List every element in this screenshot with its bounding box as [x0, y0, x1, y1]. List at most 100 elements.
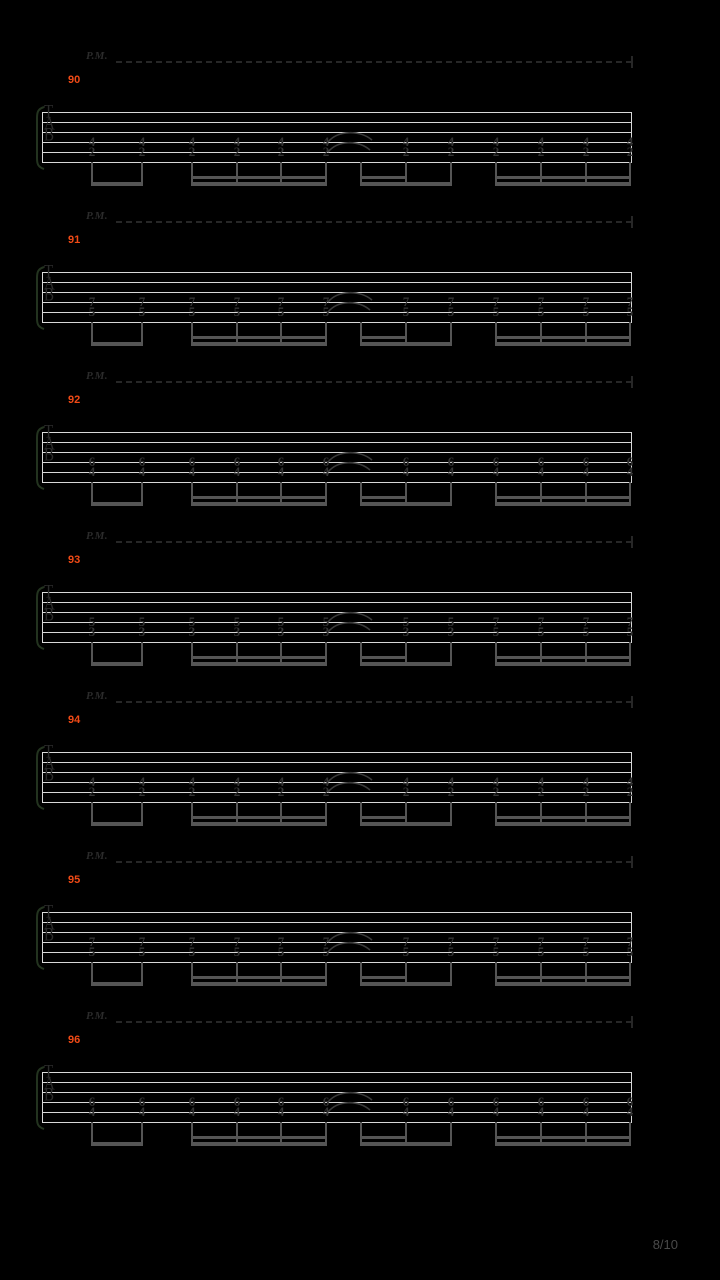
note-stem	[585, 162, 587, 186]
measure-system: P.M. 94 T A B 4 2 4 2 4 2 4 2 4 2 4 2 4 2 4 2 4 2 4 2 4 2 4 2	[0, 690, 720, 850]
note-stem	[280, 482, 282, 506]
fret-number: 3	[447, 624, 455, 639]
system-bracket	[35, 266, 45, 330]
fret-number: 2	[188, 144, 196, 159]
fret-number: 6	[626, 1094, 634, 1109]
fret-number: 5	[402, 304, 410, 319]
system-bracket	[35, 586, 45, 650]
fret-number: 5	[322, 614, 330, 629]
palm-mute-dashed-line	[116, 861, 632, 863]
fret-number: 6	[138, 1094, 146, 1109]
beam-secondary	[360, 1136, 407, 1139]
palm-mute-end-tick	[631, 1016, 633, 1028]
fret-number: 4	[447, 1104, 455, 1119]
fret-number: 5	[492, 944, 500, 959]
fret-number: 4	[138, 1104, 146, 1119]
fret-number: 6	[447, 454, 455, 469]
note-stem	[540, 962, 542, 986]
beam-primary	[191, 182, 327, 186]
fret-number: 5	[492, 624, 500, 639]
note-stem	[585, 322, 587, 346]
beam-primary	[360, 182, 452, 186]
beam-primary	[360, 662, 452, 666]
note-stem	[585, 962, 587, 986]
staff-line	[42, 1122, 632, 1123]
fret-number: 6	[138, 454, 146, 469]
beam-primary	[360, 502, 452, 506]
staff-line	[42, 762, 632, 763]
beam-primary	[360, 1142, 452, 1146]
fret-number: 4	[537, 774, 545, 789]
beam-secondary	[495, 656, 631, 659]
beam-primary	[191, 662, 327, 666]
tab-clef-letter-b: B	[44, 1085, 55, 1106]
beam-primary	[495, 822, 631, 826]
note-stem	[141, 1122, 143, 1146]
fret-number: 4	[188, 774, 196, 789]
fret-number: 6	[492, 454, 500, 469]
fret-number: 6	[537, 1094, 545, 1109]
staff-line	[42, 592, 632, 593]
staff-line	[42, 132, 632, 133]
fret-number: 7	[537, 294, 545, 309]
note-stem	[360, 642, 362, 666]
fret-number: 7	[582, 614, 590, 629]
tab-clef-letter-a: A	[44, 913, 55, 934]
staff-line	[42, 322, 632, 323]
fret-number: 5	[626, 624, 634, 639]
note-stem	[191, 482, 193, 506]
note-stem	[280, 322, 282, 346]
fret-number: 6	[233, 454, 241, 469]
tab-clef-letter-b: B	[44, 285, 55, 306]
fret-number: 6	[402, 1094, 410, 1109]
beam-primary	[495, 1142, 631, 1146]
note-stem	[360, 322, 362, 346]
palm-mute-dashed-line	[116, 61, 632, 63]
fret-number: 2	[322, 144, 330, 159]
tab-clef-letter-b: B	[44, 925, 55, 946]
palm-mute-label: P.M.	[86, 690, 108, 702]
beam-secondary	[191, 336, 327, 339]
staff-left-barline	[42, 592, 43, 642]
staff-line	[42, 432, 632, 433]
note-stem	[325, 322, 327, 346]
staff-line	[42, 932, 632, 933]
note-stem	[91, 1122, 93, 1146]
fret-number: 3	[277, 624, 285, 639]
fret-number: 6	[277, 1094, 285, 1109]
note-stem	[141, 962, 143, 986]
staff-line	[42, 452, 632, 453]
note-stem	[629, 962, 631, 986]
fret-number: 6	[322, 454, 330, 469]
fret-number: 4	[277, 774, 285, 789]
fret-number: 4	[88, 774, 96, 789]
fret-number: 4	[322, 464, 330, 479]
note-stem	[236, 642, 238, 666]
fret-number: 4	[447, 464, 455, 479]
note-stem	[236, 962, 238, 986]
beam-primary	[360, 822, 452, 826]
beam-primary	[360, 982, 452, 986]
tab-clef-letter-a: A	[44, 273, 55, 294]
fret-number: 2	[402, 144, 410, 159]
fret-number: 2	[447, 144, 455, 159]
note-stem	[360, 962, 362, 986]
fret-number: 5	[88, 614, 96, 629]
system-bracket	[35, 1066, 45, 1130]
note-stem	[280, 1122, 282, 1146]
palm-mute-end-tick	[631, 56, 633, 68]
fret-number: 7	[492, 934, 500, 949]
fret-number: 2	[626, 784, 634, 799]
note-stem	[495, 802, 497, 826]
beam-primary	[91, 342, 143, 346]
beam-primary	[495, 182, 631, 186]
note-stem	[495, 482, 497, 506]
tab-clef-letter-b: B	[44, 605, 55, 626]
fret-number: 3	[88, 624, 96, 639]
fret-number: 5	[537, 944, 545, 959]
fret-number: 5	[447, 944, 455, 959]
note-stem	[450, 802, 452, 826]
